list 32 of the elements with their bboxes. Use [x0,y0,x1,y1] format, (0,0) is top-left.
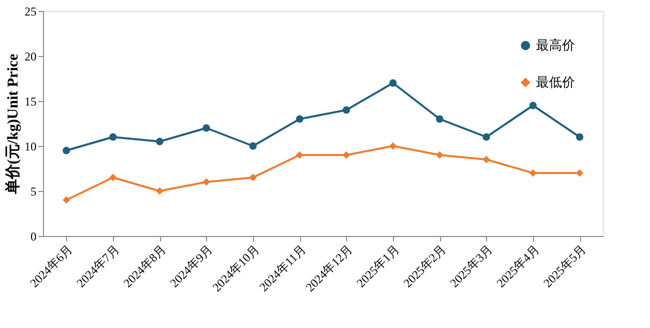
point [249,174,257,182]
point [296,115,304,123]
y-tick-label: 20 [24,50,36,64]
y-tick-label: 5 [30,184,36,198]
point [109,174,117,182]
point [296,151,304,159]
point [576,133,584,141]
point [529,102,537,110]
point [109,133,117,141]
y-tick-label: 10 [24,140,36,154]
point [62,196,70,204]
legend-label: 最高价 [536,38,575,52]
point [529,169,537,177]
y-axis-title: 单价(元/kg)Unit Price [4,53,22,196]
legend-label: 最低价 [536,74,575,90]
point [482,133,490,141]
point [436,115,444,123]
point [202,178,210,186]
point [156,187,164,195]
y-tick-label: 15 [24,94,36,108]
point [342,106,350,114]
point [389,79,397,87]
point [389,142,397,150]
y-tick-label: 25 [24,4,36,18]
point [62,146,70,154]
point [436,151,444,159]
point [202,124,210,132]
y-tick-label: 0 [30,230,36,244]
point [249,142,257,150]
point [156,138,164,146]
point [342,151,350,159]
point [482,156,490,164]
